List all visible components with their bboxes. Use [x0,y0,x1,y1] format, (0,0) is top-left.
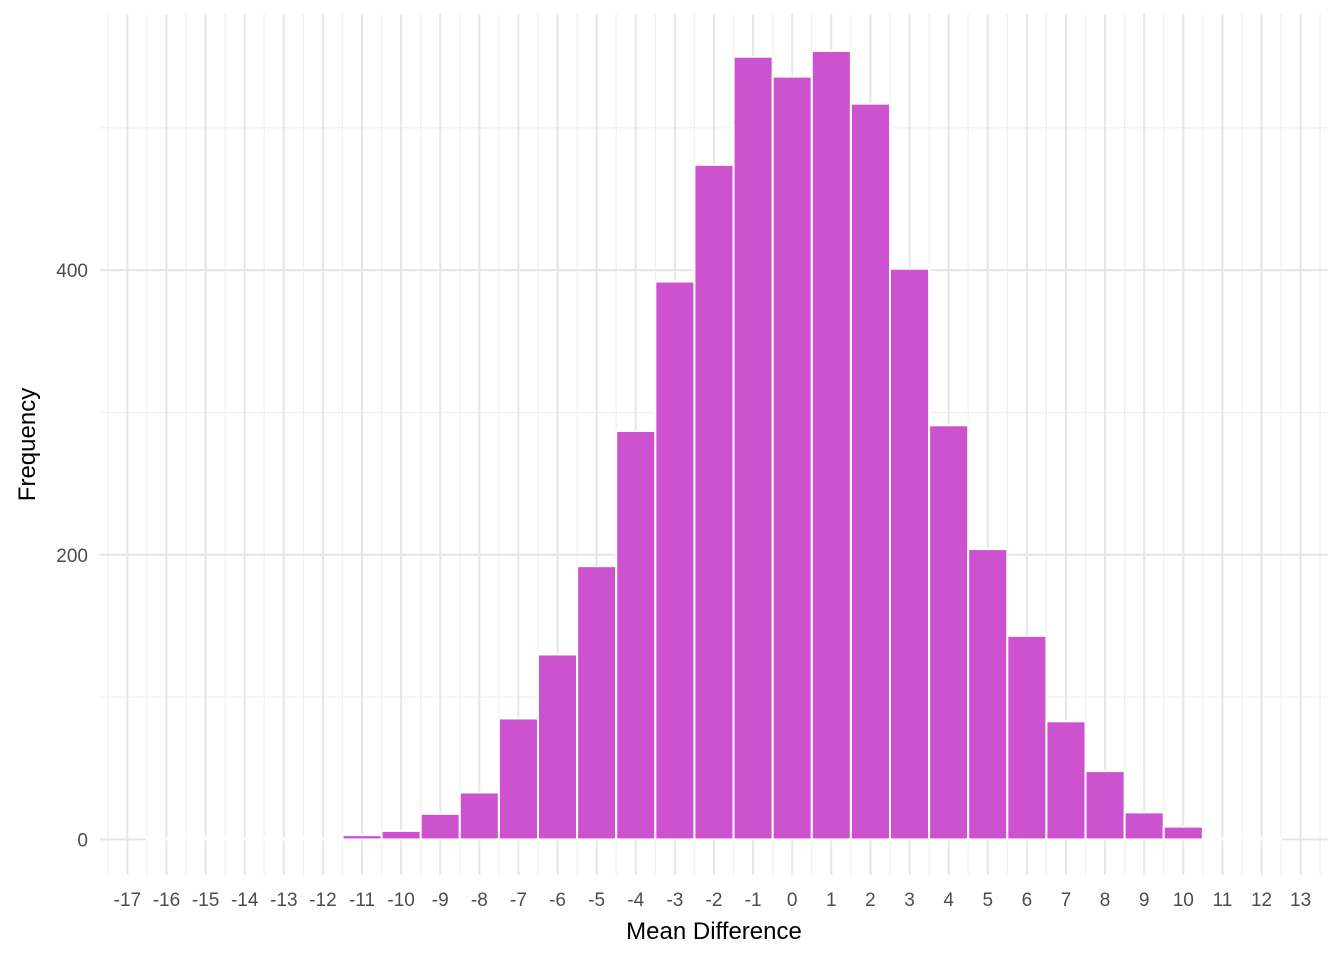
x-tick-label: 0 [787,890,798,911]
histogram-bar [224,836,266,841]
y-tick-label: 0 [77,830,88,851]
y-axis-title: Frequency [14,388,41,501]
histogram-bar [1240,836,1283,841]
x-tick-label: -6 [549,890,566,911]
x-tick-label: -10 [387,890,414,911]
histogram-bar [1084,770,1126,841]
x-tick-label: 2 [865,890,876,911]
x-tick-label: 10 [1173,890,1194,911]
x-axis-title: Mean Difference [626,918,802,945]
histogram-bar [380,829,422,841]
histogram-bar [693,163,735,841]
x-tick-label: -15 [192,890,219,911]
x-tick-label: -14 [231,890,259,911]
x-tick-label: -3 [666,890,683,911]
histogram-bar [967,548,1009,841]
x-tick-label: 4 [943,890,954,911]
x-tick-label: -8 [471,890,488,911]
x-tick-label: -9 [432,890,449,911]
y-tick-label: 400 [56,261,88,282]
histogram-bar [1201,836,1243,841]
histogram-bar [888,267,931,841]
x-tick-label: 6 [1022,890,1033,911]
histogram-bar [497,717,540,841]
x-tick-label: -17 [114,890,141,911]
histogram-bar [615,429,657,841]
histogram-bar [185,836,227,841]
x-tick-label: 7 [1061,890,1072,911]
histogram-bar [1045,720,1087,841]
x-tick-label: 12 [1251,890,1272,911]
histogram-bar [1123,811,1165,841]
x-tick-label: -2 [706,890,723,911]
x-tick-label: -13 [270,890,297,911]
histogram-bar [771,75,813,841]
histogram-bar [302,836,344,841]
y-axis-ticks: 0 200 400 [56,261,88,851]
histogram-bar [1006,634,1048,841]
histogram-bar [419,812,461,841]
histogram-bar [849,102,891,841]
histogram-bar [654,280,696,841]
y-tick-label: 200 [56,546,88,567]
x-tick-label: -11 [349,890,375,911]
histogram-bar [576,565,618,841]
histogram-bar [263,836,305,841]
histogram-bars [145,50,1283,841]
x-tick-label: 1 [826,890,837,911]
histogram-bar [537,653,579,841]
x-axis-ticks: -17 -16 -15 -14 -13 -12 -11 -10 -9 -8 -7 -6 -5 -4 -3 -2… [114,890,1312,911]
x-tick-label: -4 [627,890,644,911]
x-tick-label: 9 [1139,890,1150,911]
histogram-bar [458,791,500,841]
histogram-bar [928,424,970,841]
x-tick-label: -1 [745,890,762,911]
x-tick-label: -16 [153,890,180,911]
x-tick-label: 13 [1290,890,1311,911]
x-tick-label: -12 [309,890,336,911]
histogram-bar [145,836,188,841]
histogram-bar [732,55,774,841]
x-tick-label: 11 [1213,890,1233,911]
x-tick-label: -5 [588,890,605,911]
histogram-bar [1162,825,1204,841]
histogram-bar [341,834,383,841]
histogram-bar [810,50,852,841]
x-tick-label: -7 [510,890,527,911]
x-tick-label: 5 [982,890,993,911]
x-tick-label: 3 [904,890,915,911]
x-tick-label: 8 [1100,890,1111,911]
